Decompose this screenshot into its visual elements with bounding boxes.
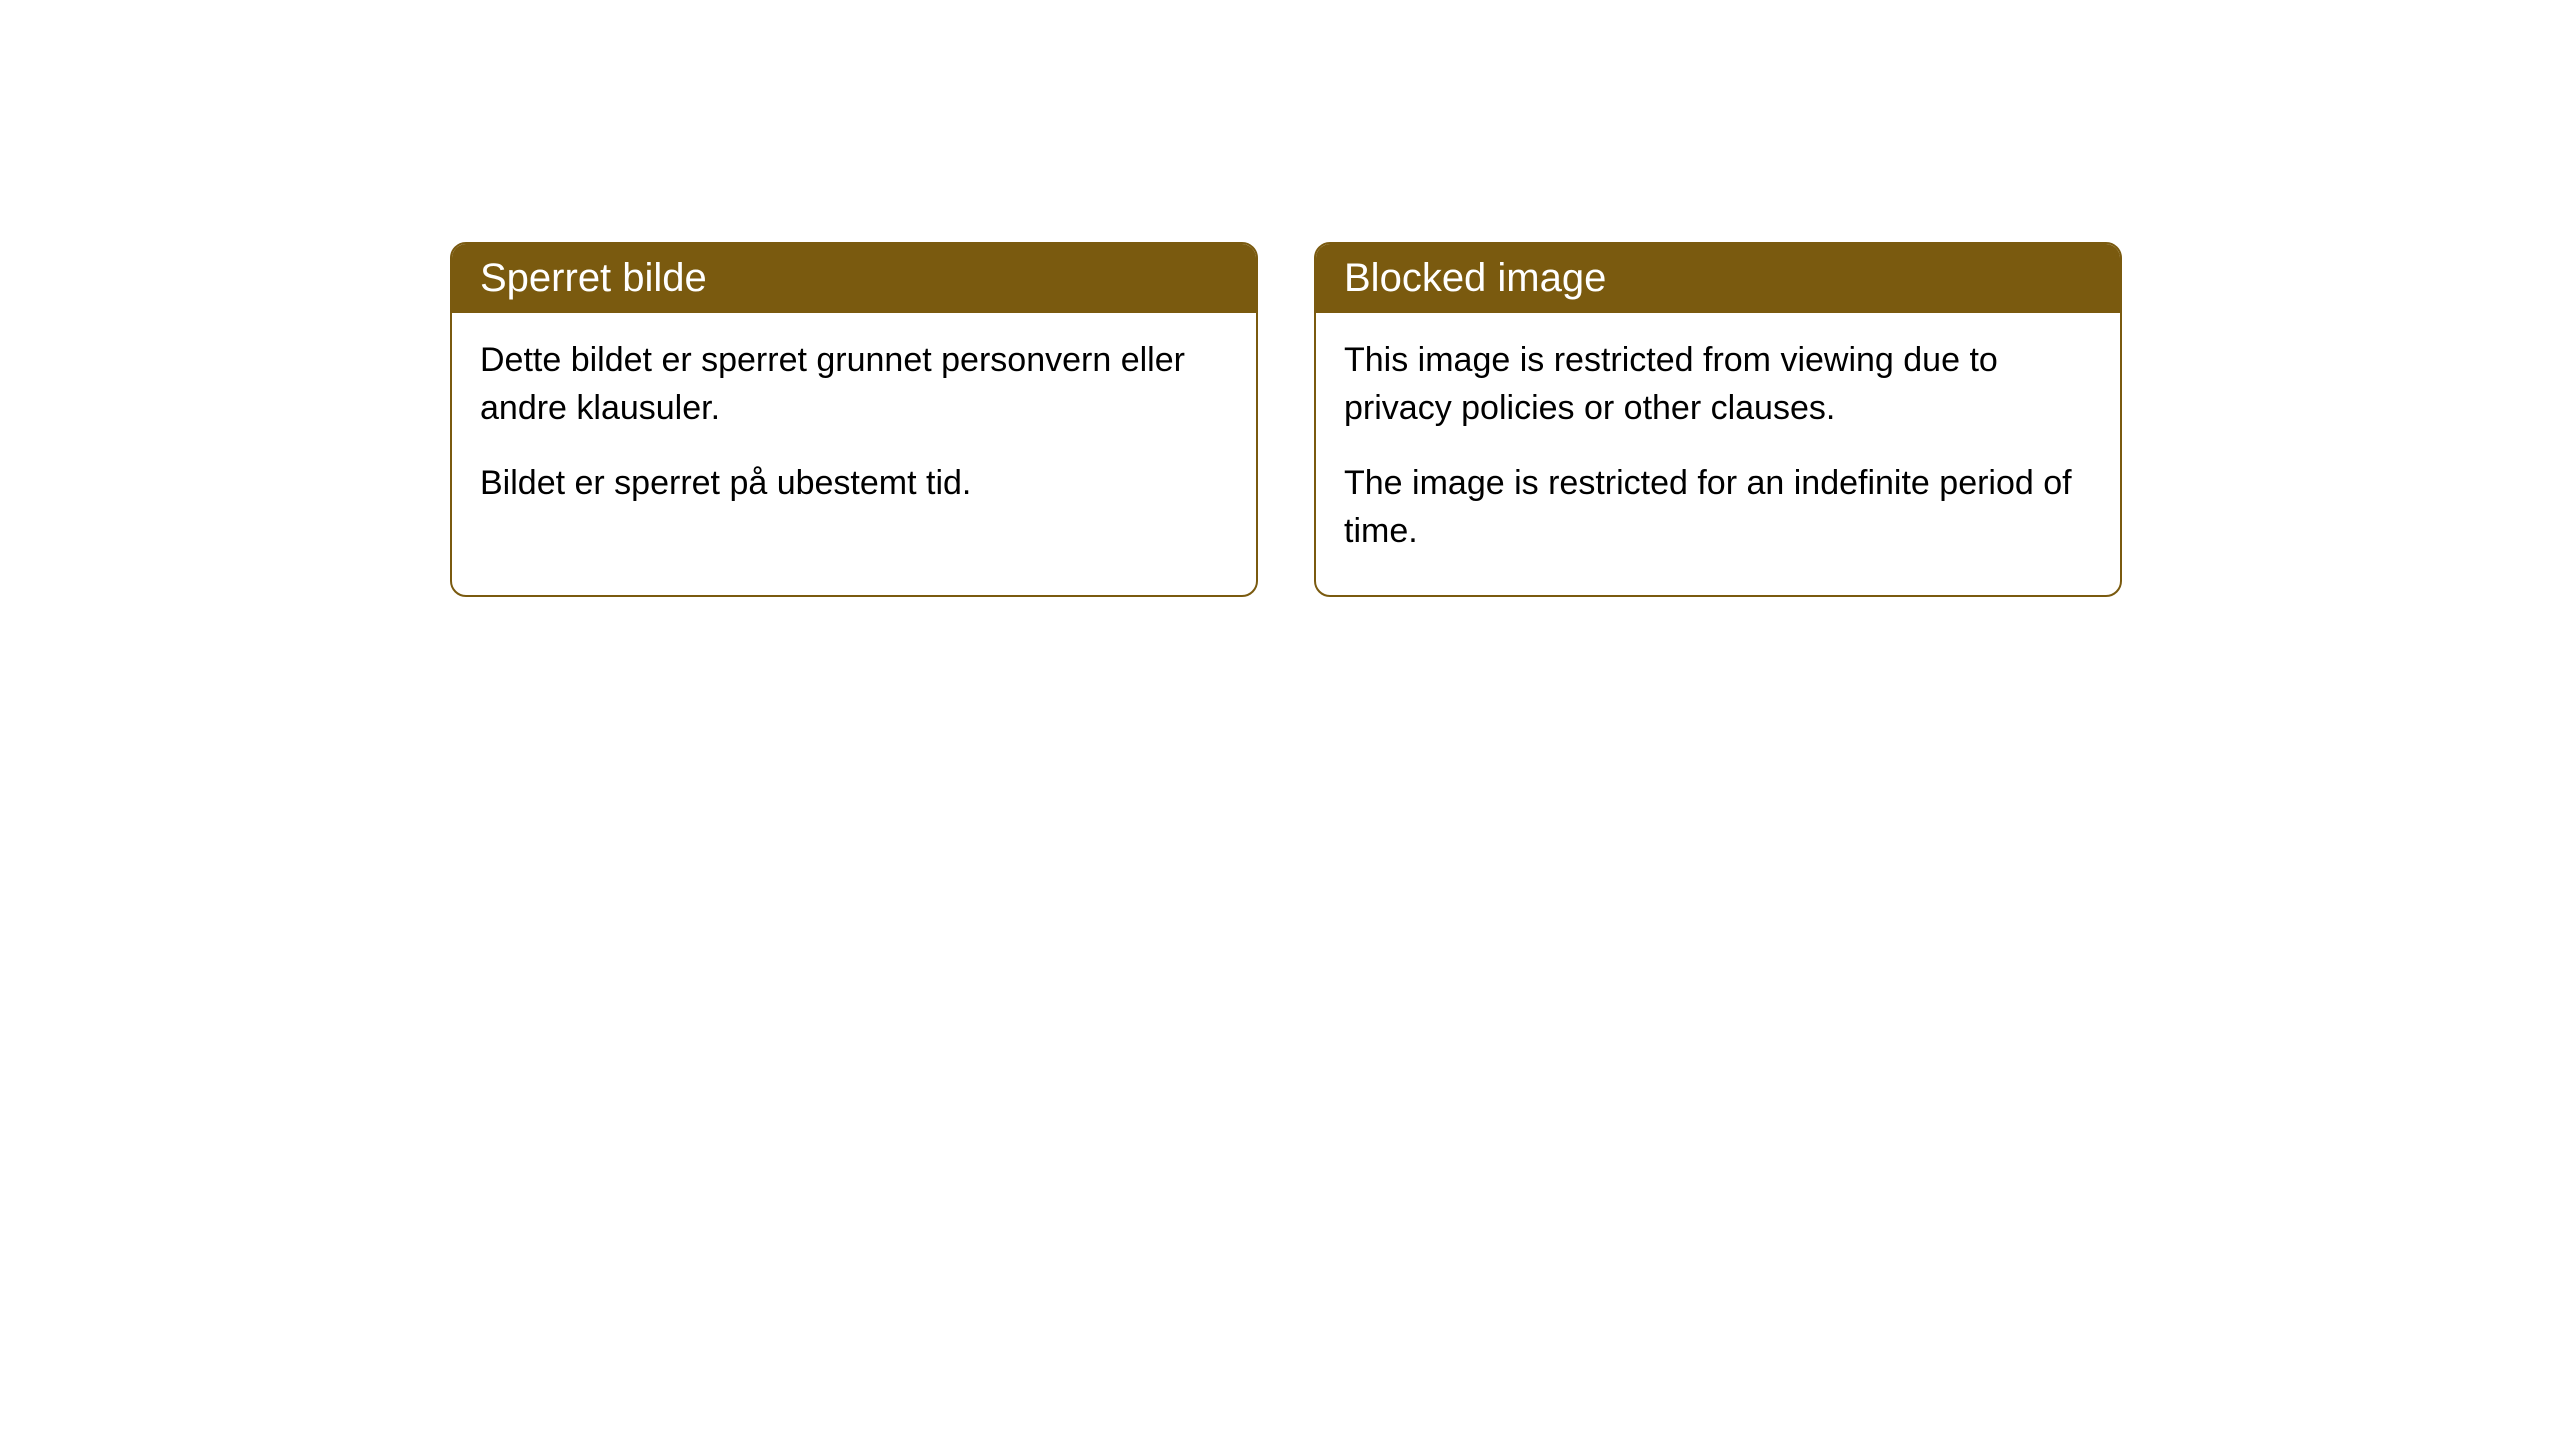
card-paragraph: The image is restricted for an indefinit… [1344, 460, 2092, 555]
card-paragraph: Bildet er sperret på ubestemt tid. [480, 460, 1228, 508]
cards-container: Sperret bilde Dette bildet er sperret gr… [0, 0, 2560, 597]
card-paragraph: This image is restricted from viewing du… [1344, 337, 2092, 432]
card-norwegian: Sperret bilde Dette bildet er sperret gr… [450, 242, 1258, 597]
card-header-english: Blocked image [1316, 244, 2120, 313]
card-title: Blocked image [1344, 256, 1606, 300]
card-body-norwegian: Dette bildet er sperret grunnet personve… [452, 313, 1256, 548]
card-paragraph: Dette bildet er sperret grunnet personve… [480, 337, 1228, 432]
card-body-english: This image is restricted from viewing du… [1316, 313, 2120, 595]
card-english: Blocked image This image is restricted f… [1314, 242, 2122, 597]
card-title: Sperret bilde [480, 256, 707, 300]
card-header-norwegian: Sperret bilde [452, 244, 1256, 313]
